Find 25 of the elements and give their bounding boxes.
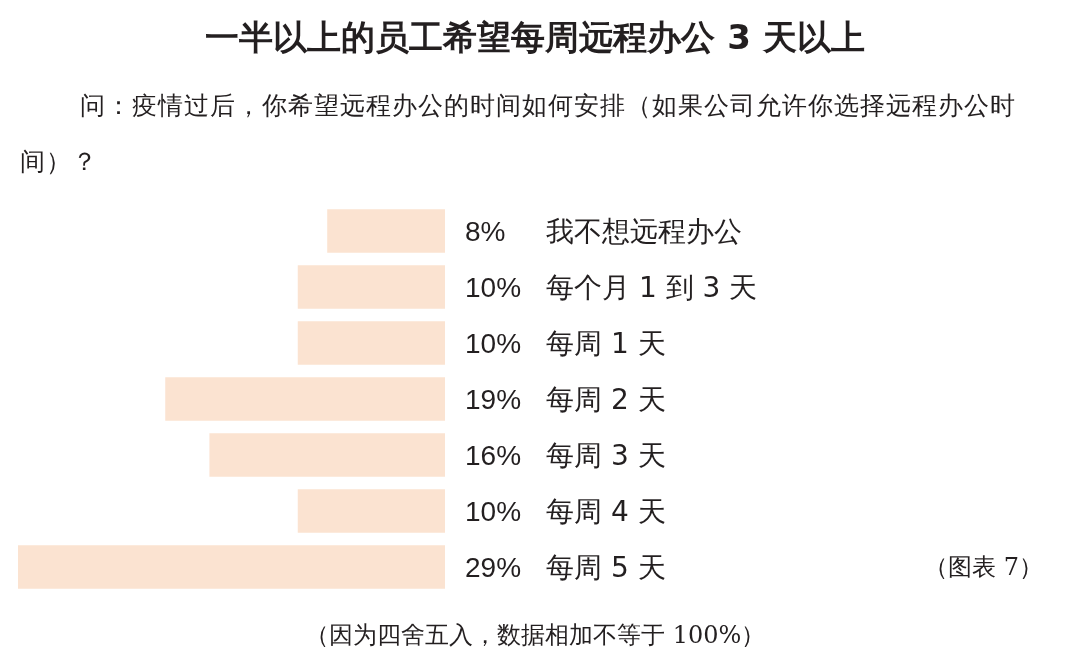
- bar: [209, 433, 445, 477]
- bar: [327, 209, 445, 253]
- y-tick-label: 每周 5 天: [546, 550, 666, 584]
- y-tick-label: 每个月 1 到 3 天: [546, 270, 758, 304]
- y-tick-label: 每周 3 天: [546, 438, 666, 472]
- y-tick-label: 每周 4 天: [546, 494, 666, 528]
- bar: [165, 377, 445, 421]
- bar: [297, 265, 445, 309]
- y-tick-label: 每周 2 天: [546, 382, 666, 416]
- data-label: 10%: [465, 328, 522, 359]
- data-label: 16%: [465, 440, 522, 471]
- data-label: 10%: [465, 272, 522, 303]
- text: （图表 7）: [924, 553, 1043, 581]
- text: 一半以上的员工希望每周远程办公 3 天以上: [205, 16, 865, 57]
- data-label: 19%: [465, 384, 522, 415]
- y-tick-label: 我不想远程办公: [546, 214, 742, 248]
- data-label: 10%: [465, 496, 522, 527]
- data-label: 29%: [465, 552, 522, 583]
- text: 问：疫情过后，你希望远程办公的时间如何安排（如果公司允许你选择远程办公时间）？: [20, 90, 1017, 178]
- bar: [297, 489, 445, 533]
- text: （因为四舍五入，数据相加不等于 100%）: [305, 621, 766, 649]
- bar: [18, 545, 445, 589]
- y-tick-label: 每周 1 天: [546, 326, 666, 360]
- data-label: 8%: [465, 216, 506, 247]
- bar: [297, 321, 445, 365]
